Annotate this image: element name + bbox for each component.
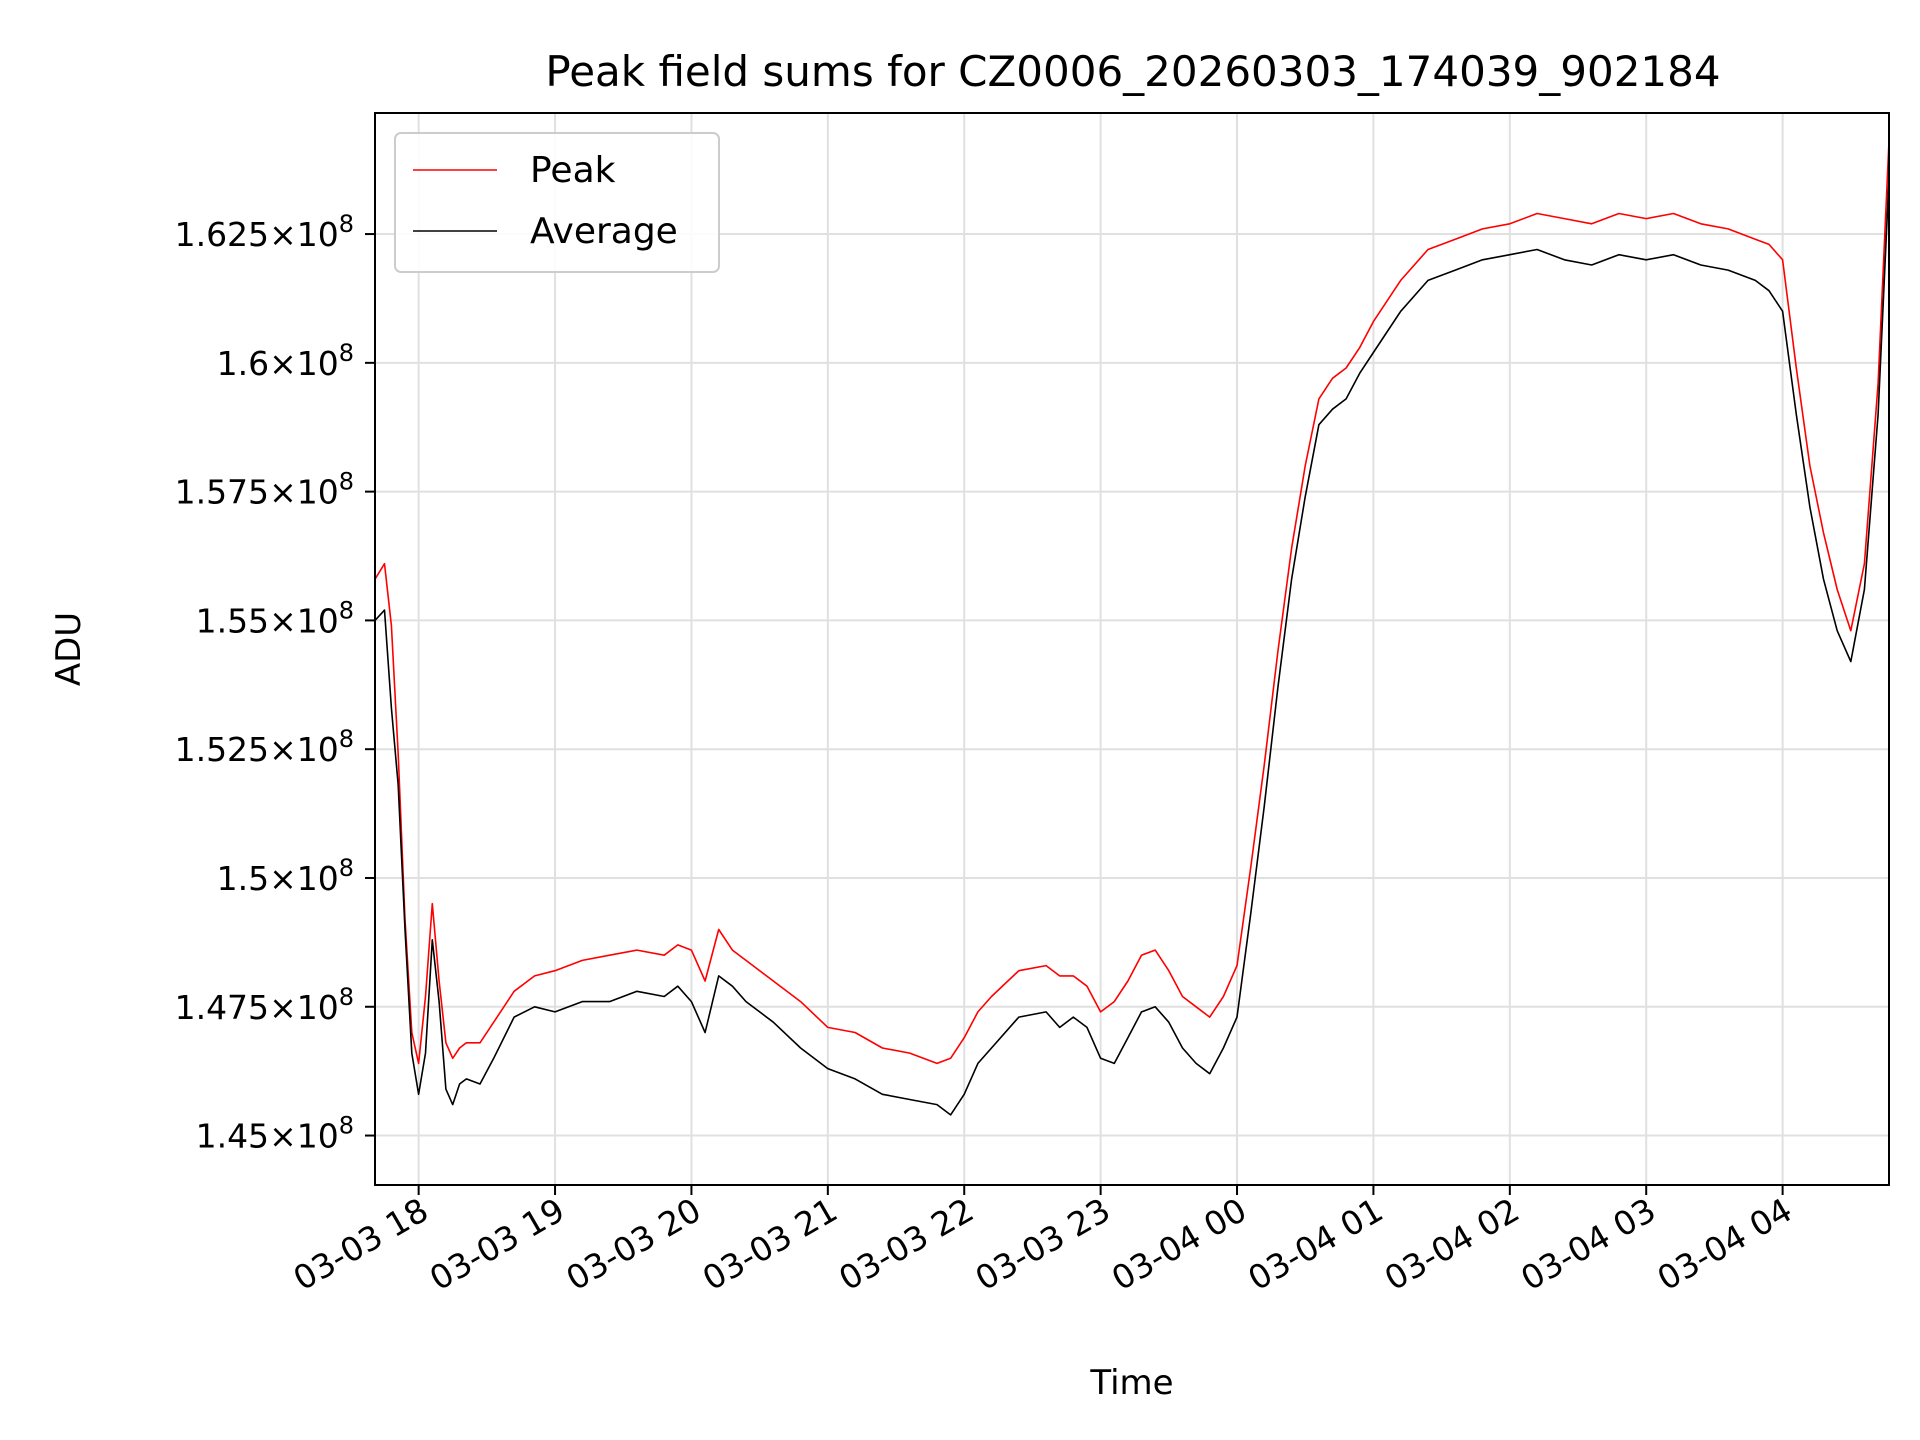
y-tick-times: ×10 bbox=[269, 473, 339, 512]
y-tick-exponent: 8 bbox=[339, 1112, 354, 1140]
legend: Peak Average bbox=[394, 132, 720, 273]
y-tick-mantissa: 1.5 bbox=[217, 859, 269, 898]
y-tick-label: 1.5×108 bbox=[217, 854, 354, 898]
y-tick-label: 1.475×108 bbox=[175, 983, 354, 1027]
y-tick-mantissa: 1.475 bbox=[175, 988, 269, 1027]
y-tick-exponent: 8 bbox=[339, 339, 354, 367]
y-tick-mantissa: 1.6 bbox=[217, 344, 269, 383]
y-axis: 1.45×1081.475×1081.5×1081.525×1081.55×10… bbox=[175, 210, 375, 1156]
y-tick-exponent: 8 bbox=[339, 468, 354, 496]
series-line-average bbox=[375, 177, 1889, 1116]
series-line-peak bbox=[375, 141, 1889, 1065]
y-tick-label: 1.575×108 bbox=[175, 468, 354, 512]
y-tick-exponent: 8 bbox=[339, 854, 354, 882]
y-tick-label: 1.625×108 bbox=[175, 210, 354, 254]
y-tick-mantissa: 1.55 bbox=[196, 601, 269, 640]
y-axis-label: ADU bbox=[49, 612, 89, 686]
y-tick-label: 1.45×108 bbox=[196, 1112, 354, 1156]
y-tick-times: ×10 bbox=[269, 1117, 339, 1156]
legend-average-label: Average bbox=[530, 211, 678, 252]
y-tick-mantissa: 1.45 bbox=[196, 1117, 269, 1156]
y-tick-exponent: 8 bbox=[339, 983, 354, 1011]
y-tick-times: ×10 bbox=[269, 988, 339, 1027]
y-tick-mantissa: 1.525 bbox=[175, 730, 269, 769]
y-tick-mantissa: 1.575 bbox=[175, 473, 269, 512]
y-tick-times: ×10 bbox=[269, 601, 339, 640]
plot-area bbox=[375, 141, 1889, 1116]
y-tick-label: 1.6×108 bbox=[217, 339, 354, 383]
x-axis-label: Time bbox=[1089, 1363, 1173, 1403]
y-tick-label: 1.55×108 bbox=[196, 596, 354, 640]
y-tick-mantissa: 1.625 bbox=[175, 215, 269, 254]
y-tick-exponent: 8 bbox=[339, 596, 354, 624]
y-tick-times: ×10 bbox=[269, 730, 339, 769]
y-tick-label: 1.525×108 bbox=[175, 725, 354, 769]
legend-peak-label: Peak bbox=[530, 150, 616, 191]
y-tick-times: ×10 bbox=[269, 215, 339, 254]
axes-frame bbox=[374, 112, 1890, 1186]
grid-lines bbox=[375, 113, 1889, 1185]
chart-title: Peak field sums for CZ0006_20260303_1740… bbox=[545, 47, 1720, 96]
y-tick-exponent: 8 bbox=[339, 725, 354, 753]
y-tick-times: ×10 bbox=[269, 344, 339, 383]
legend-box bbox=[394, 132, 720, 273]
y-tick-times: ×10 bbox=[269, 859, 339, 898]
y-tick-exponent: 8 bbox=[339, 210, 354, 238]
